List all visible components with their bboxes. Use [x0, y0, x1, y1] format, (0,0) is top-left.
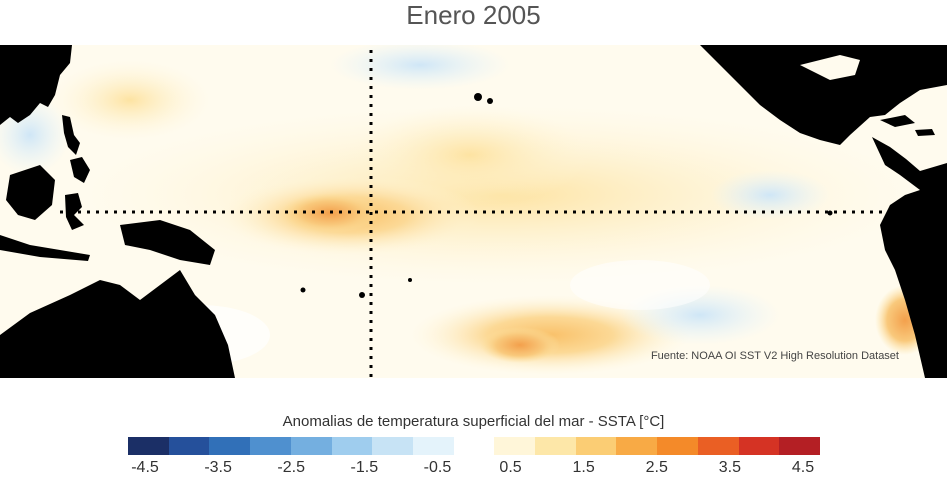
colorbar-tick-label: 4.5: [791, 459, 815, 476]
colorbar-tick-label: -2.5: [277, 459, 306, 476]
source-credit: Fuente: NOAA OI SST V2 High Resolution D…: [650, 350, 899, 362]
colorbar-swatch: [372, 437, 413, 455]
colorbar-swatch: [290, 437, 332, 455]
colorbar-swatch: [250, 437, 291, 455]
colorbar-swatch: [575, 437, 617, 455]
map-title: Enero 2005: [406, 0, 541, 30]
anomaly-field: [0, 45, 935, 375]
colorbar-tick-label: 2.5: [645, 459, 668, 476]
colorbar-swatch: [331, 437, 373, 455]
colorbar-swatch: [453, 437, 495, 455]
colorbar-swatch: [412, 437, 454, 455]
colorbar-tick-label: 1.5: [572, 459, 595, 476]
colorbar-swatch: [128, 437, 169, 455]
ssta-map: [0, 45, 947, 378]
colorbar-swatch: [494, 437, 536, 455]
colorbar-swatch: [616, 437, 658, 455]
colorbar-tick-label: 0.5: [499, 459, 522, 476]
colorbar-swatch: [738, 437, 780, 455]
colorbar-tick-label: -0.5: [423, 459, 452, 476]
colorbar-tick-label: 3.5: [718, 459, 741, 476]
colorbar-swatch: [779, 437, 820, 455]
colorbar-tick-label: -4.5: [131, 459, 159, 476]
colorbar-swatch: [168, 437, 210, 455]
colorbar-label: Anomalias de temperatura superficial del…: [282, 413, 665, 430]
landmass: [0, 45, 947, 378]
colorbar-swatch: [697, 437, 739, 455]
colorbar-swatch: [657, 437, 698, 455]
colorbar-swatch: [535, 437, 576, 455]
colorbar-tick-label: -1.5: [350, 459, 379, 476]
colorbar-swatch: [209, 437, 251, 455]
colorbar-ticks: -4.5 -3.5 -2.5 -1.5 -0.5 0.5 1.5 2.5 3.5 4.5: [0, 459, 947, 479]
colorbar-tick-label: -3.5: [204, 459, 232, 476]
colorbar: [128, 437, 820, 455]
